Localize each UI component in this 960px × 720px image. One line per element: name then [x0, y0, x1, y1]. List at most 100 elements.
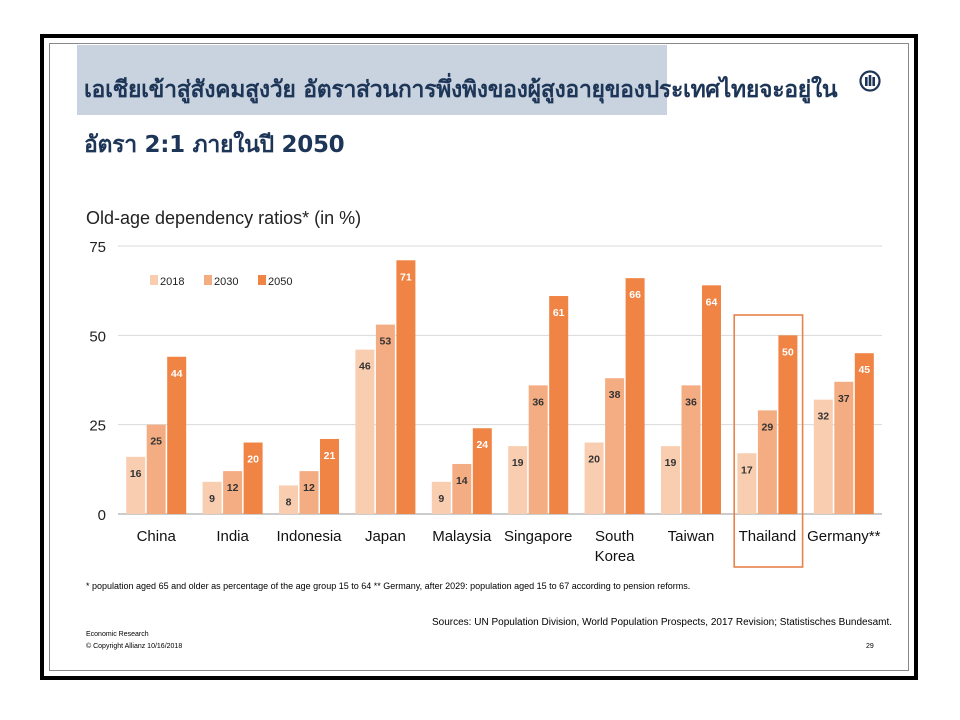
department-label: Economic Research [86, 631, 149, 638]
bar-2050-singapore [549, 296, 569, 514]
bar-2050-india [243, 442, 263, 514]
data-label: 64 [706, 296, 718, 308]
bar-2030-japan [375, 324, 395, 514]
y-axis-ticks: 0 25 50 75 [89, 239, 106, 524]
data-label: 61 [553, 307, 565, 319]
data-label: 37 [838, 393, 850, 405]
data-label: 20 [588, 454, 600, 466]
bar-2018-malaysia [431, 481, 451, 514]
bar-2050-malaysia [472, 428, 492, 514]
data-label: 36 [685, 396, 697, 408]
data-label: 24 [476, 439, 488, 451]
data-label: 36 [532, 396, 544, 408]
x-tick-label: South [595, 528, 634, 545]
bar-2018-singapore [508, 446, 528, 514]
data-labels: 16 25 44 9 12 20 8 12 21 46 53 71 9 14 24 19 36 61 20 38 66 1… [130, 271, 870, 508]
data-label: 45 [858, 364, 870, 376]
page-number: 29 [866, 643, 874, 650]
data-label: 44 [171, 368, 183, 380]
bar-2030-germany [834, 381, 854, 514]
bar-2018-germany [813, 399, 833, 514]
bar-2030-singapore [528, 385, 548, 514]
bar-2050-southkorea [625, 278, 645, 514]
data-label: 38 [609, 389, 621, 401]
bar-2050-japan [396, 260, 416, 514]
data-label: 12 [227, 482, 239, 494]
legend: 2018 2030 2050 [150, 275, 292, 288]
legend-label: 2050 [268, 276, 292, 288]
data-label: 14 [456, 475, 468, 487]
y-tick-label: 50 [89, 328, 106, 345]
x-tick-label: Korea [595, 548, 636, 565]
y-tick-label: 0 [98, 507, 106, 524]
bar-2018-china [126, 456, 146, 514]
x-tick-label: China [137, 528, 177, 545]
highlight-box [733, 314, 804, 568]
bar-2030-thailand [757, 410, 777, 514]
data-label: 17 [741, 464, 753, 476]
thailand-highlight [733, 314, 804, 568]
data-label: 29 [762, 421, 774, 433]
legend-swatch-2018 [150, 275, 158, 285]
legend-label: 2018 [160, 276, 184, 288]
bar-2018-southkorea [584, 442, 604, 514]
sources-note: Sources: UN Population Division, World P… [432, 617, 893, 628]
legend-label: 2030 [214, 276, 238, 288]
copyright-label: © Copyright Allianz 10/16/2018 [86, 643, 183, 650]
footnote: * population aged 65 and older as percen… [86, 581, 691, 591]
bar-2030-taiwan [681, 385, 701, 514]
y-tick-label: 25 [89, 418, 106, 435]
bar-2030-indonesia [299, 471, 319, 514]
bar-2018-japan [355, 349, 375, 514]
x-axis-labels: China India Indonesia Japan Malaysia Singapor… [137, 528, 881, 565]
bar-2050-indonesia [320, 438, 339, 514]
bars [126, 260, 874, 514]
slide-title-line-2: อัตรา 2:1 ภายในปี 2050 [84, 132, 345, 158]
slide-frame [40, 34, 918, 680]
bar-2018-taiwan [661, 446, 680, 514]
chart-title: Old-age dependency ratios* (in %) [86, 208, 361, 228]
bar-2030-india [223, 471, 243, 514]
y-tick-label: 75 [89, 239, 106, 256]
data-label: 46 [359, 361, 371, 373]
x-tick-label: Taiwan [668, 528, 715, 545]
title-highlight-band [77, 45, 667, 115]
data-label: 9 [209, 493, 215, 505]
bar-2018-thailand [737, 453, 757, 514]
legend-swatch-2030 [204, 275, 212, 285]
bar-2018-indonesia [279, 485, 298, 514]
bar-2030-malaysia [452, 463, 472, 514]
data-label: 71 [400, 271, 412, 283]
data-label: 50 [782, 346, 794, 358]
data-label: 19 [512, 457, 524, 469]
data-label: 25 [150, 436, 162, 448]
data-label: 53 [380, 336, 392, 348]
x-tick-label: Singapore [504, 528, 572, 545]
bar-2050-taiwan [702, 285, 721, 514]
x-tick-label: Malaysia [432, 528, 492, 545]
bar-2018-india [202, 481, 222, 514]
data-label: 32 [817, 411, 829, 423]
x-tick-label: Germany** [807, 528, 881, 545]
data-label: 12 [303, 482, 315, 494]
x-tick-label: India [216, 528, 249, 545]
x-tick-label: Thailand [739, 528, 797, 545]
slide-title-line-1: เอเชียเข้าสู่สังคมสูงวัย อัตราส่วนการพึ่… [84, 77, 838, 103]
data-label: 9 [438, 493, 444, 505]
bar-2050-china [167, 356, 187, 514]
data-label: 66 [629, 289, 641, 301]
x-tick-label: Japan [365, 528, 406, 545]
bar-2050-thailand [778, 335, 798, 514]
slide-inner-border [49, 43, 909, 671]
bar-2030-china [146, 424, 166, 514]
data-label: 20 [247, 454, 259, 466]
data-label: 8 [286, 496, 292, 508]
x-tick-label: Indonesia [276, 528, 342, 545]
data-label: 16 [130, 468, 142, 480]
data-label: 21 [324, 450, 336, 462]
allianz-logo-icon [859, 70, 881, 92]
data-label: 19 [665, 457, 677, 469]
legend-swatch-2050 [258, 275, 266, 285]
bar-2050-germany [854, 353, 874, 514]
